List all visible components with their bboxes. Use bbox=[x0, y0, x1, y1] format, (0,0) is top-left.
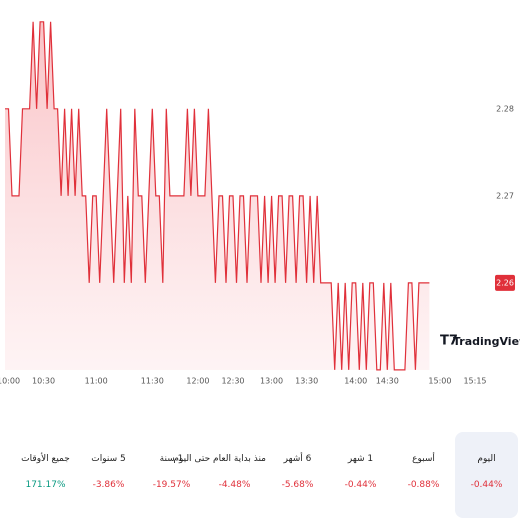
x-tick-label: 10:30 bbox=[32, 377, 55, 386]
x-tick-label: 15:15 bbox=[463, 377, 486, 386]
watermark: T7 TradingView bbox=[440, 334, 520, 349]
price-line bbox=[5, 21, 430, 371]
period-change: -0.44% bbox=[344, 480, 377, 490]
period-label: 1 سنة bbox=[159, 454, 184, 464]
logo-icon: T7 bbox=[440, 334, 458, 349]
chart: T7 TradingView 2.28 2.27 10:00 10:30 11:00 11… bbox=[0, 21, 520, 386]
period-label: 5 سنوات bbox=[91, 454, 126, 464]
last-price-label: 2.26 bbox=[496, 278, 514, 287]
period-change: 171.17% bbox=[25, 480, 66, 490]
x-tick-label: 13:00 bbox=[260, 377, 283, 386]
period-card[interactable]: جميع الأوقات 171.17% bbox=[14, 432, 77, 518]
period-change: -4.48% bbox=[218, 480, 251, 490]
y-tick-label: 2.27 bbox=[496, 191, 514, 200]
period-change: -19.57% bbox=[152, 480, 191, 490]
x-tick-label: 14:30 bbox=[376, 377, 399, 386]
period-change: -0.44% bbox=[470, 480, 503, 490]
period-label: جميع الأوقات bbox=[21, 454, 70, 464]
period-card[interactable]: 1 شهر -0.44% bbox=[329, 432, 392, 518]
period-label: 6 أشهر bbox=[283, 454, 312, 464]
period-card[interactable]: 6 أشهر -5.68% bbox=[266, 432, 329, 518]
period-change: -3.86% bbox=[92, 480, 125, 490]
period-label: أسبوع bbox=[412, 454, 435, 464]
period-change: -0.88% bbox=[407, 480, 440, 490]
period-card[interactable]: 1 سنة -19.57% bbox=[140, 432, 203, 518]
period-card[interactable]: منذ بداية العام حتى اليوم -4.48% bbox=[173, 432, 266, 518]
y-tick-label: 2.28 bbox=[496, 104, 514, 113]
x-tick-label: 11:30 bbox=[141, 377, 164, 386]
last-price-box bbox=[495, 274, 515, 291]
x-tick-label: 12:00 bbox=[186, 377, 209, 386]
x-tick-label: 13:30 bbox=[295, 377, 318, 386]
x-tick-label: 12:30 bbox=[221, 377, 244, 386]
period-card[interactable]: أسبوع -0.88% bbox=[392, 432, 455, 518]
period-label: منذ بداية العام حتى اليوم bbox=[173, 454, 266, 464]
x-tick-label: 15:00 bbox=[428, 377, 451, 386]
performance-bar: اليوم -0.44% أسبوع -0.88% 1 شهر -0.44% 6 أشهر -… bbox=[0, 432, 520, 520]
period-card[interactable]: 5 سنوات -3.86% bbox=[77, 432, 140, 518]
period-label: 1 شهر bbox=[347, 454, 374, 464]
x-tick-label: 11:00 bbox=[85, 377, 108, 386]
watermark-text: TradingView bbox=[453, 335, 520, 348]
x-tick-label: 10:00 bbox=[0, 377, 20, 386]
x-tick-label: 14:00 bbox=[344, 377, 367, 386]
period-card[interactable]: اليوم -0.44% bbox=[455, 432, 518, 518]
period-change: -5.68% bbox=[281, 480, 314, 490]
period-label: اليوم bbox=[477, 454, 496, 464]
